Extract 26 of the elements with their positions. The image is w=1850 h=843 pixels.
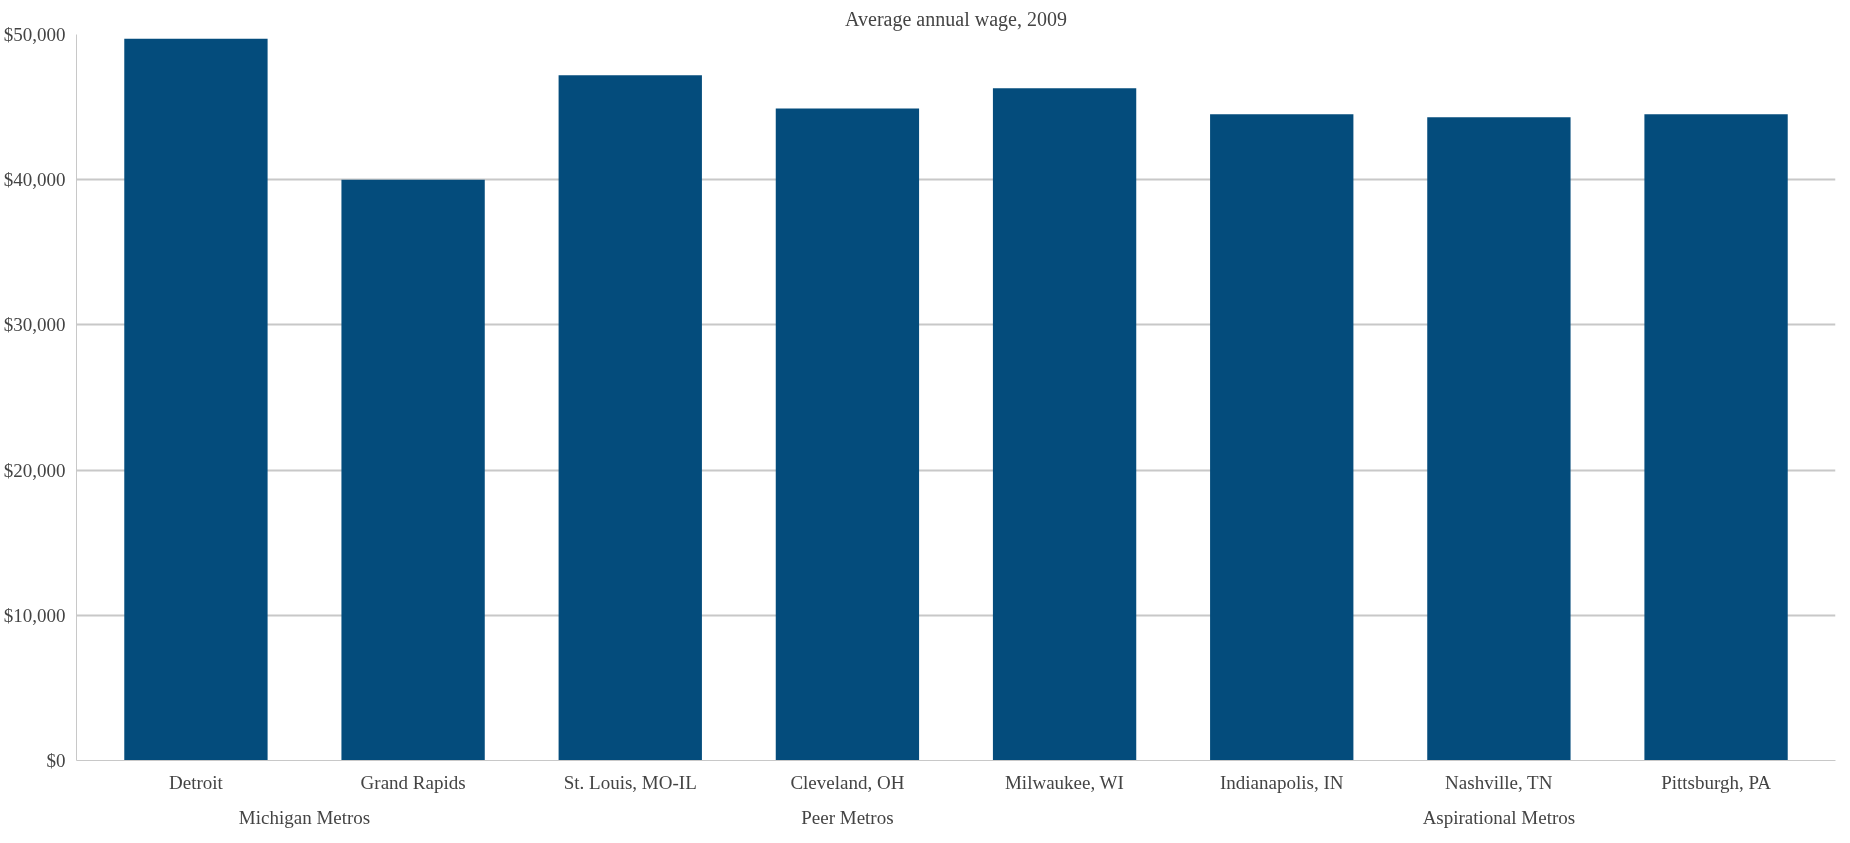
- bar: [124, 38, 268, 761]
- x-tick-label: Milwaukee, WI: [1004, 771, 1124, 793]
- x-tick-label: Pittsburgh, PA: [1661, 771, 1772, 793]
- x-tick-label: Detroit: [169, 771, 224, 793]
- x-tick-label: Indianapolis, IN: [1220, 771, 1344, 793]
- bar: [1644, 114, 1788, 761]
- y-tick-label: $40,000: [3, 169, 66, 191]
- chart-title: Average annual wage, 2009: [845, 7, 1067, 31]
- x-tick-label: Nashville, TN: [1445, 771, 1553, 793]
- y-tick-label: $0: [46, 750, 66, 771]
- x-tick-label: Cleveland, OH: [790, 771, 905, 793]
- bar: [341, 179, 485, 761]
- bar: [992, 88, 1137, 761]
- text: Michigan Metros: [238, 806, 371, 828]
- bar: [558, 75, 702, 761]
- y-tick-label: $30,000: [3, 314, 66, 336]
- text: Aspirational Metros: [1422, 806, 1576, 828]
- x-tick-label: St. Louis, MO-IL: [563, 771, 697, 793]
- y-tick-label: $10,000: [3, 604, 66, 626]
- bar: [775, 108, 920, 761]
- text: Peer Metros: [801, 806, 894, 828]
- y-tick-label: $20,000: [3, 459, 66, 481]
- x-tick-label: Grand Rapids: [360, 771, 466, 793]
- bar: [1427, 117, 1571, 761]
- y-tick-label: $50,000: [3, 24, 66, 45]
- bar: [1210, 114, 1354, 761]
